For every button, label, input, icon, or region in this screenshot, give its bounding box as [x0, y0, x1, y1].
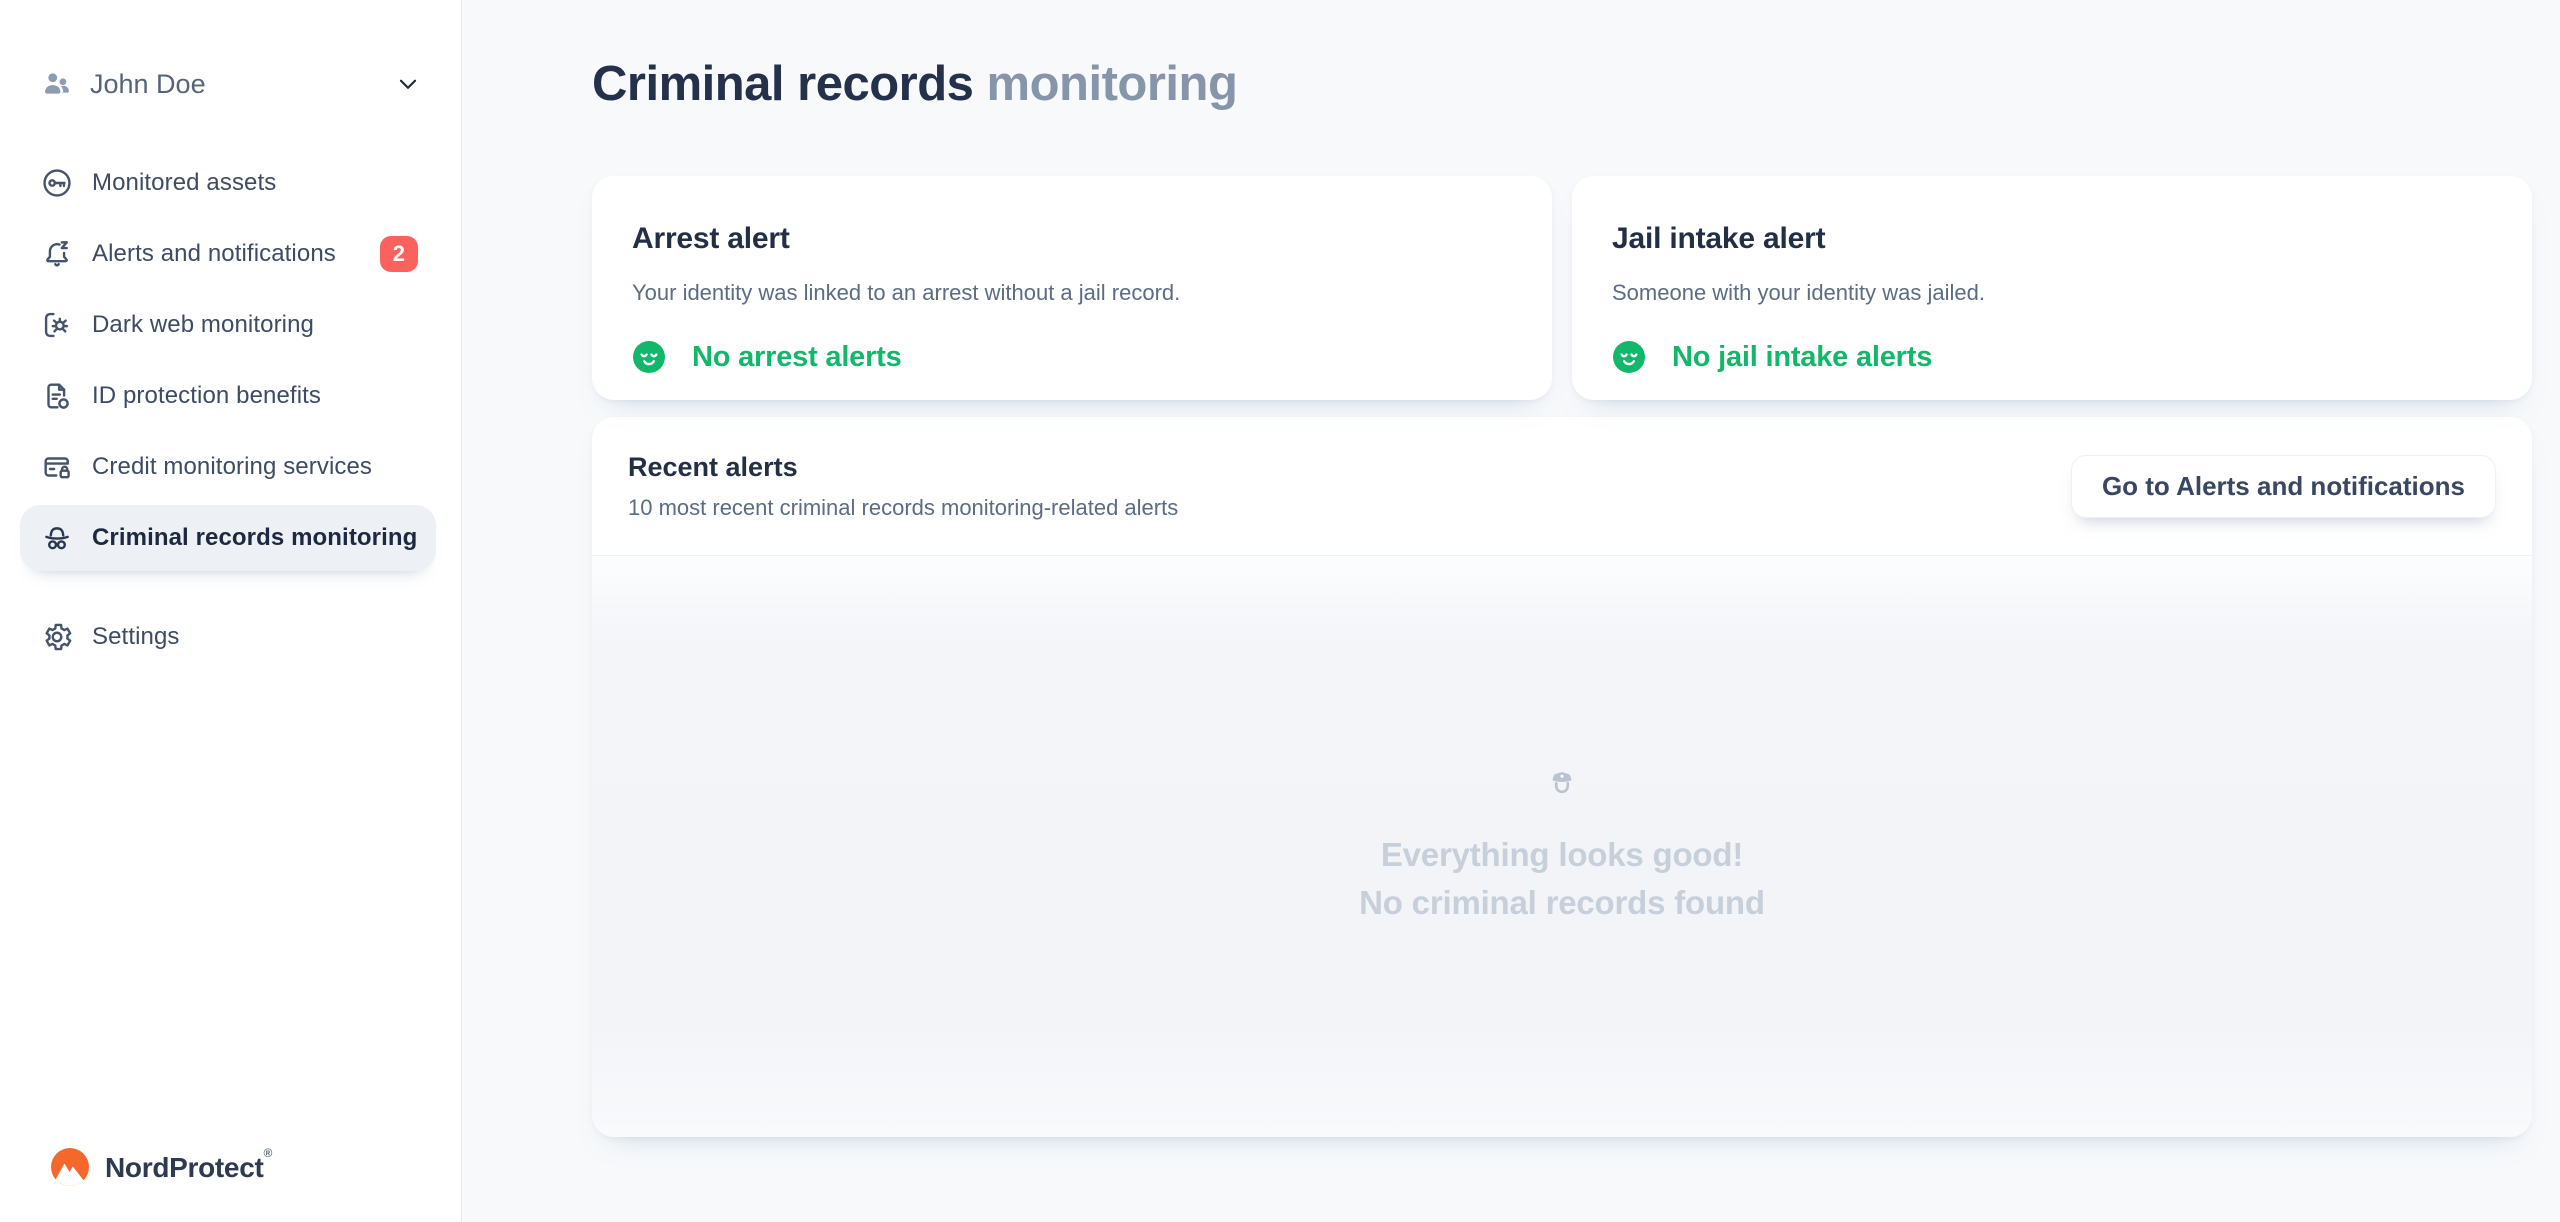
brand-logo: NordProtect®	[48, 1146, 272, 1190]
page-title-light: monitoring	[986, 57, 1238, 111]
sidebar-item-label: Settings	[92, 623, 180, 650]
sidebar-item-credit-monitoring-services[interactable]: Credit monitoring services	[20, 434, 436, 500]
sidebar-item-id-protection-benefits[interactable]: ID protection benefits	[20, 363, 436, 429]
alert-summary-cards: Arrest alert Your identity was linked to…	[592, 176, 2532, 401]
user-group-icon	[40, 67, 74, 101]
sidebar-item-label: Credit monitoring services	[92, 453, 373, 480]
nordprotect-logo-icon	[48, 1146, 92, 1190]
status-text: No jail intake alerts	[1672, 340, 1933, 373]
status-text: No arrest alerts	[692, 340, 902, 373]
sidebar-item-label: Alerts and notifications	[92, 240, 336, 267]
credit-card-lock-icon	[40, 450, 74, 484]
sidebar-item-label: Criminal records monitoring	[92, 524, 418, 551]
empty-state-subtitle: No criminal records found	[1359, 883, 1765, 921]
sidebar-item-label: ID protection benefits	[92, 382, 321, 409]
card-description: Your identity was linked to an arrest wi…	[632, 280, 1181, 306]
jail-intake-alert-card: Jail intake alert Someone with your iden…	[1572, 176, 2532, 401]
police-officer-icon	[1542, 767, 1582, 807]
chevron-down-icon	[395, 71, 421, 97]
bell-snooze-icon	[40, 237, 74, 271]
incognito-icon	[40, 521, 74, 555]
empty-state-title: Everything looks good!	[1380, 835, 1744, 873]
sidebar-item-label: Dark web monitoring	[92, 311, 314, 338]
smiley-icon	[1612, 340, 1646, 374]
status-row: No jail intake alerts	[1612, 340, 2492, 374]
page-title-bold: Criminal records	[592, 57, 974, 111]
dark-web-spider-icon	[40, 308, 74, 342]
recent-alerts-subtitle: 10 most recent criminal records monitori…	[628, 494, 1179, 520]
card-title: Arrest alert	[632, 222, 790, 256]
recent-alerts-heading-group: Recent alerts 10 most recent criminal re…	[628, 452, 1178, 521]
id-document-icon	[40, 379, 74, 413]
go-to-alerts-button[interactable]: Go to Alerts and notifications	[2070, 454, 2496, 518]
sidebar-item-criminal-records-monitoring[interactable]: Criminal records monitoring	[20, 505, 436, 571]
smiley-icon	[632, 340, 666, 374]
sidebar-nav: Monitored assets Alerts and notification…	[0, 150, 461, 670]
empty-state: Everything looks good! No criminal recor…	[592, 556, 2532, 1138]
recent-alerts-card: Recent alerts 10 most recent criminal re…	[592, 417, 2532, 1138]
arrest-alert-card: Arrest alert Your identity was linked to…	[592, 176, 1552, 401]
card-title: Jail intake alert	[1612, 222, 1826, 256]
user-menu[interactable]: John Doe	[0, 58, 461, 110]
key-icon	[40, 166, 74, 200]
sidebar-item-alerts-and-notifications[interactable]: Alerts and notifications 2	[20, 221, 436, 287]
sidebar: John Doe Monitored assets	[0, 0, 462, 1222]
alerts-count-badge: 2	[379, 236, 418, 272]
sidebar-item-dark-web-monitoring[interactable]: Dark web monitoring	[20, 292, 436, 358]
recent-alerts-header: Recent alerts 10 most recent criminal re…	[592, 417, 2532, 557]
sidebar-item-monitored-assets[interactable]: Monitored assets	[20, 150, 436, 216]
main-content: Criminal records monitoring Arrest alert…	[462, 0, 2560, 1222]
user-name: John Doe	[90, 68, 206, 99]
page-title: Criminal records monitoring	[592, 56, 2532, 112]
brand-name: NordProtect®	[105, 1146, 273, 1183]
recent-alerts-title: Recent alerts	[628, 451, 798, 482]
gear-icon	[40, 620, 74, 654]
card-description: Someone with your identity was jailed.	[1612, 280, 1985, 306]
sidebar-item-label: Monitored assets	[92, 169, 277, 196]
status-row: No arrest alerts	[632, 340, 1512, 374]
sidebar-item-settings[interactable]: Settings	[20, 604, 436, 670]
trademark-symbol: ®	[263, 1146, 273, 1160]
